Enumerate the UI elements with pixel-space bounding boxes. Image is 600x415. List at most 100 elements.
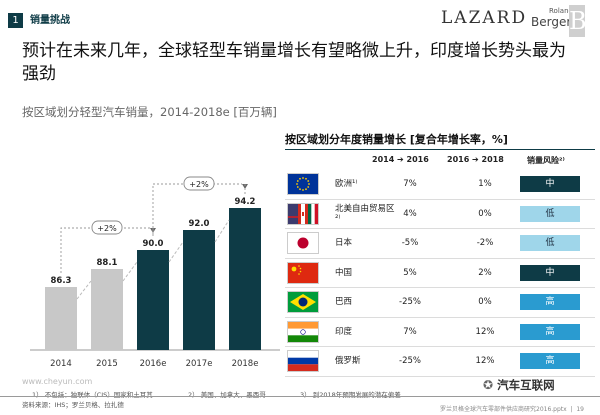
row-separator bbox=[285, 375, 595, 377]
wechat-icon: ✪ bbox=[483, 378, 494, 392]
region-name: 北美自由贸易区²⁾ bbox=[335, 203, 395, 224]
bar-2015 bbox=[91, 269, 123, 350]
bar-2016e bbox=[137, 250, 169, 350]
footnote-3: 3） 到2018年预期发展的潜在偏差 bbox=[300, 391, 401, 399]
x-tick-label-2018e: 2018e bbox=[232, 359, 259, 369]
growth-2016-2018: 12% bbox=[475, 356, 495, 366]
bar-2018e bbox=[229, 208, 261, 350]
growth-2016-2018: 0% bbox=[478, 297, 492, 307]
section-number: 1 bbox=[8, 13, 23, 28]
row-separator bbox=[285, 316, 595, 318]
table-row: 欧洲¹⁾ 7% 1% 中 bbox=[285, 171, 595, 197]
bar-2017e bbox=[183, 230, 215, 350]
bar-2014 bbox=[45, 287, 77, 350]
row-separator bbox=[285, 257, 595, 259]
region-name: 巴西 bbox=[335, 297, 353, 307]
page-number: 19 bbox=[576, 406, 584, 413]
risk-badge: 中 bbox=[520, 264, 580, 281]
growth-2014-2016: 7% bbox=[403, 179, 417, 189]
risk-badge: 高 bbox=[520, 294, 580, 310]
eu-flag-icon bbox=[287, 173, 319, 195]
growth-2016-2018: 0% bbox=[478, 208, 492, 219]
bar-chart: 86.3 2014 88.1 2015 90.0 2016e 92.0 2017e 94.2 20… bbox=[30, 176, 280, 369]
growth-2016-2018: -2% bbox=[476, 238, 494, 248]
russia-flag-icon bbox=[287, 350, 319, 372]
x-tick-label-2016e: 2016e bbox=[140, 359, 167, 369]
trend-dash-0 bbox=[76, 280, 92, 300]
source-note: 资料来源：IHS；罗兰贝格、拉扎德 bbox=[22, 401, 124, 409]
file-reference: 罗兰贝格全球汽车零部件供应商研究2016.pptx bbox=[440, 406, 567, 413]
chart-title: 按区域划分轻型汽车销量，2014-2018e [百万辆] bbox=[22, 105, 277, 119]
growth-arrow-1 bbox=[242, 184, 248, 189]
x-tick-label-2017e: 2017e bbox=[186, 359, 213, 369]
x-tick-label-2014: 2014 bbox=[50, 359, 72, 369]
trend-dash-2 bbox=[168, 241, 184, 263]
growth-bracket-1 bbox=[152, 183, 242, 236]
x-tick-label-2015: 2015 bbox=[96, 359, 118, 369]
row-separator bbox=[285, 198, 595, 200]
region-name: 欧洲¹⁾ bbox=[335, 179, 358, 189]
footnote-2: 2） 美国、加拿大、墨西哥 bbox=[188, 391, 266, 399]
growth-2014-2016: -25% bbox=[399, 356, 421, 366]
footer-rule bbox=[0, 396, 600, 397]
growth-2014-2016: 5% bbox=[403, 267, 417, 278]
risk-badge: 高 bbox=[520, 323, 580, 340]
growth-label-0: +2% bbox=[97, 224, 117, 233]
table-row: 俄罗斯 -25% 12% 高 bbox=[285, 348, 595, 374]
region-name: 中国 bbox=[335, 267, 353, 278]
growth-label-1: +2% bbox=[189, 180, 209, 189]
japan-flag-icon bbox=[287, 232, 319, 254]
logo-roland-text: Roland bbox=[549, 7, 573, 15]
slide-headline: 预计在未来几年，全球轻型车销量增长有望略微上升，印度增长势头最为强劲 bbox=[22, 41, 566, 84]
row-separator bbox=[285, 346, 595, 347]
growth-2014-2016: 4% bbox=[403, 208, 417, 219]
table-row: 日本 -5% -2% 低 bbox=[285, 230, 595, 256]
bar-value-label-2016e: 90.0 bbox=[143, 239, 164, 249]
table-row: 北美自由贸易区²⁾ 4% 0% 低 bbox=[285, 201, 595, 227]
col-header-2014-2016: 2014 ➔ 2016 bbox=[372, 155, 429, 164]
region-name: 日本 bbox=[335, 238, 353, 248]
page-reference: 罗兰贝格全球汽车零部件供应商研究2016.pptx | 19 bbox=[440, 406, 584, 413]
table-row: 中国 5% 2% 中 bbox=[285, 260, 595, 286]
growth-2014-2016: -25% bbox=[399, 297, 421, 307]
trend-dash-1 bbox=[122, 261, 138, 282]
watermark-label: 汽车互联网 bbox=[497, 378, 555, 392]
region-name: 俄罗斯 bbox=[335, 356, 361, 366]
section-title: 销量挑战 bbox=[30, 15, 70, 26]
growth-2016-2018: 2% bbox=[478, 267, 492, 278]
growth-2016-2018: 12% bbox=[475, 326, 495, 337]
risk-badge: 低 bbox=[520, 235, 580, 251]
footnote-1: 1） 不包括：独联体（CIS）国家和土耳其 bbox=[32, 391, 153, 399]
watermark-url: www.cheyun.com bbox=[22, 377, 93, 386]
growth-pill-1 bbox=[183, 176, 215, 191]
trend-dash-3 bbox=[214, 219, 230, 243]
growth-2014-2016: 7% bbox=[403, 326, 417, 337]
table-row: 印度 7% 12% 高 bbox=[285, 319, 595, 345]
region-name: 印度 bbox=[335, 326, 353, 337]
growth-2014-2016: -5% bbox=[401, 238, 419, 248]
bar-value-label-2015: 88.1 bbox=[97, 258, 118, 268]
china-flag-icon bbox=[287, 261, 319, 284]
bar-value-label-2014: 86.3 bbox=[51, 276, 72, 286]
india-flag-icon bbox=[287, 320, 319, 343]
col-header-2016-2018: 2016 ➔ 2018 bbox=[447, 155, 504, 164]
row-separator bbox=[285, 228, 595, 229]
growth-pill-0 bbox=[91, 220, 123, 235]
bar-value-label-2018e: 94.2 bbox=[235, 197, 256, 207]
growth-2016-2018: 1% bbox=[478, 179, 492, 189]
risk-badge: 中 bbox=[520, 176, 580, 192]
risk-badge: 低 bbox=[520, 205, 580, 222]
slide-header: 1 销量挑战 LAZARD Roland Berger B bbox=[0, 0, 600, 40]
growth-table-rule bbox=[285, 149, 595, 150]
watermark-text: ✪ 汽车互联网 bbox=[483, 377, 555, 393]
row-separator bbox=[285, 287, 595, 288]
col-header-risk: 销量风险²⁾ bbox=[527, 156, 565, 165]
brazil-flag-icon bbox=[287, 291, 319, 313]
growth-table-title: 按区域划分年度销量增长 [复合年增长率，%] bbox=[285, 133, 508, 146]
roland-berger-logo: Roland Berger B bbox=[531, 5, 591, 39]
lazard-logo: LAZARD bbox=[441, 8, 528, 28]
risk-badge: 高 bbox=[520, 353, 580, 369]
table-row: 巴西 -25% 0% 高 bbox=[285, 289, 595, 315]
bar-value-label-2017e: 92.0 bbox=[189, 219, 210, 229]
nafta-flags-icon bbox=[287, 202, 319, 225]
